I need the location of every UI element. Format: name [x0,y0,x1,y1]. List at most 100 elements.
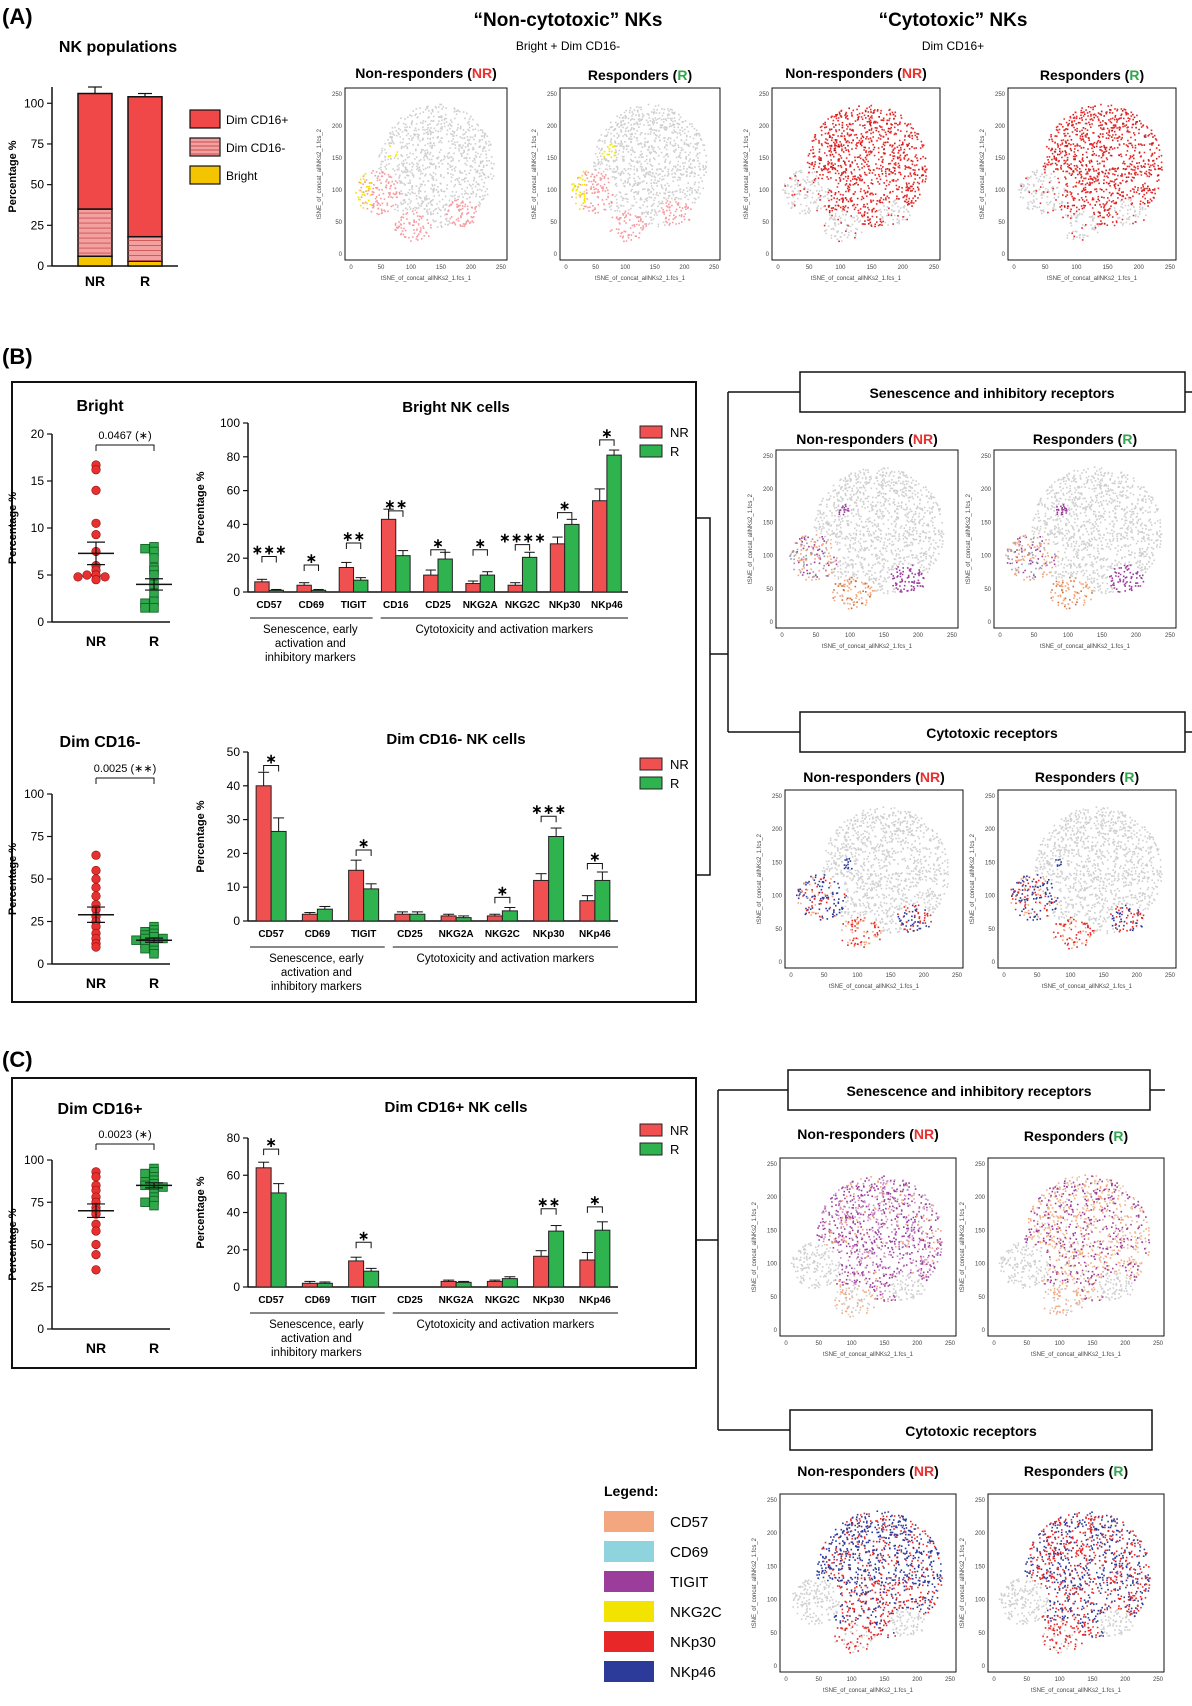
dim_cd16_plus_bars-chart: Dim CD16+ NK cells 0 20 40 60 80 Percentage % C… [195,1099,689,1359]
r-point [149,949,159,959]
significance-bracket [586,863,603,870]
tsne-frame [784,789,964,969]
tsne-x-tick: 0 [349,265,353,271]
r-bar [363,888,380,922]
tsne-y-tick: 250 [759,92,770,98]
tsne-y-tick: 50 [762,220,769,226]
nr-point [91,1239,101,1250]
tsne-y-tick: 0 [982,1328,986,1334]
nr-bar [549,543,566,593]
significance-label: ∗ [358,835,370,851]
tsne-y-tick: 100 [547,188,558,194]
tsne-x-tick: 250 [1165,265,1176,271]
group-label-senescence-1: Senescence, early [269,1319,364,1331]
r-bar [363,1270,380,1288]
significance-label: ∗∗ [342,528,365,544]
y-axis-label: Percentage % [7,492,19,564]
title-group: R [1122,431,1132,447]
tsne-cells [593,103,708,228]
tsne-y-tick: 200 [767,1531,778,1537]
cytotoxic-box-b [799,711,1186,753]
tsne-y-label: tSNE_of_concat_allNKs2_1.fcs_2 [752,1537,758,1628]
tsne-x-tick: 50 [1042,265,1049,271]
tsne-y-label: tSNE_of_concat_allNKs2_1.fcs_2 [532,128,538,219]
tsne-frame [779,1493,957,1673]
x-category-label: NKp30 [533,929,565,940]
y-tick-label: 60 [227,484,241,498]
r-bar [564,523,580,593]
legend-label: NR [670,1123,689,1138]
tsne-y-tick: 150 [759,156,770,162]
title-group: R [1113,1128,1123,1144]
tsne-x-tick: 50 [1031,633,1038,639]
tsne-x-label: tSNE_of_concat_allNKs2_1.fcs_1 [811,276,902,282]
r-point [140,1168,150,1179]
y-tick-label: 40 [227,779,241,793]
title-close: ) [934,1126,939,1142]
tsne-x-tick: 50 [815,1341,822,1347]
x-category-label: NKp46 [591,600,623,611]
tsne-cells [1005,534,1093,610]
tsne-y-tick: 200 [763,487,774,493]
tsne-y-label: tSNE_of_concat_allNKs2_1.fcs_2 [966,493,972,584]
tsne-x-label: tSNE_of_concat_allNKs2_1.fcs_1 [1042,984,1133,990]
nr-point [91,882,101,893]
y-tick-label: 0 [37,259,44,273]
nr-point [91,1250,101,1260]
x-category-label: TIGIT [341,600,367,611]
tsne-cells [378,103,495,228]
r-point [140,944,150,954]
panel-b-frame [11,381,697,1003]
y-tick-label: 0 [37,957,44,971]
tsne-frame [987,1493,1165,1673]
r-point [149,1200,159,1211]
tsne-y-tick: 200 [767,1195,778,1201]
x-category-label: NR [85,273,105,289]
tsne-x-tick: 100 [1071,265,1082,271]
x-category-label: NR [86,1340,106,1356]
tsne-frame [997,789,1177,969]
tsne-x-tick: 250 [947,633,958,639]
r-point [149,603,159,613]
tsne-x-tick: 0 [992,1677,996,1683]
tsne-y-tick: 250 [767,1498,778,1504]
significance-label: ∗∗ [537,1194,560,1210]
tsne-x-tick: 50 [813,633,820,639]
chart-title: Dim CD16- NK cells [386,731,525,748]
tsne-x-tick: 200 [679,265,690,271]
legend-label-nkp30: NKp30 [670,1634,716,1651]
nr-point [91,518,101,528]
legend-swatch-nkg2c [604,1601,654,1622]
nr-point [91,874,101,884]
r-bar [548,1230,565,1288]
tsne-y-tick: 100 [981,554,992,560]
tsne-y-tick: 0 [339,252,343,258]
nk-populations-chart: NK populations 0 25 50 75 100 Percentage % NR R D… [7,39,288,289]
r-bar [501,1278,518,1288]
nr-point [91,942,101,952]
y-axis-label: Percentage % [7,1208,19,1280]
nr-point [91,1265,101,1275]
nr-point [91,1226,101,1236]
tsne-x-label: tSNE_of_concat_allNKs2_1.fcs_1 [829,984,920,990]
title-prefix: Non-responders ( [355,65,472,81]
title-group: NR [913,431,933,447]
legend-swatch [189,109,221,129]
chart-title: Dim CD16+ [58,1101,143,1118]
legend-label: R [670,444,679,459]
tsne-x-tick: 150 [1103,265,1114,271]
tsne-c-sen-r: Responders (R) 0 0 50 50 100 100 150 150 200 200 25… [960,1128,1165,1358]
y-tick-label: 0 [37,1322,44,1336]
x-category-label: CD16 [383,600,409,611]
tsne-y-tick: 100 [985,894,996,900]
panel-b-connectors [696,391,1192,876]
nr-point [91,865,101,876]
tsne-x-tick: 50 [378,265,385,271]
tsne-x-tick: 150 [879,1677,890,1683]
nr-bar [348,1260,365,1288]
tsne-x-tick: 150 [879,1341,890,1347]
title-prefix: Non-responders ( [785,65,902,81]
y-tick-label: 30 [227,813,241,827]
tsne-y-tick: 150 [772,860,783,866]
nr-bar [440,1280,457,1288]
